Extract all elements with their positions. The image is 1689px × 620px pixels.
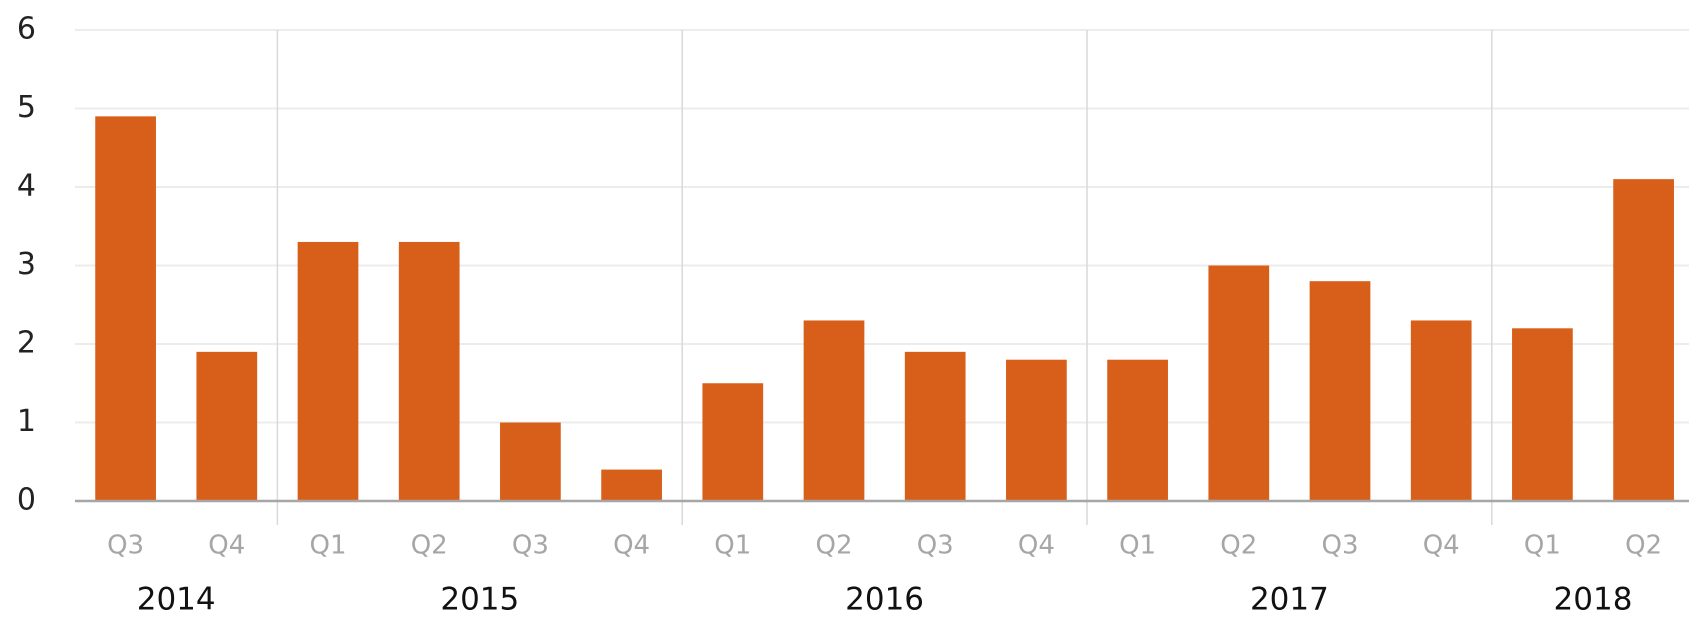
bar (95, 116, 156, 501)
y-tick-label: 5 (17, 90, 36, 125)
x-tick-label: Q1 (714, 531, 751, 561)
bar (803, 320, 865, 501)
bar (398, 241, 460, 501)
x-tick-label: Q1 (1119, 531, 1156, 561)
bar (904, 351, 966, 501)
x-tick-label: Q2 (1220, 531, 1257, 561)
x-tick-label: Q1 (1524, 531, 1561, 561)
year-label: 2018 (1554, 582, 1633, 618)
x-tick-label: Q4 (1423, 531, 1460, 561)
bar (702, 383, 764, 501)
year-label: 2014 (137, 582, 216, 618)
bar (601, 469, 662, 501)
y-tick-label: 3 (17, 247, 36, 282)
bar (1006, 359, 1067, 501)
y-tick-label: 0 (17, 483, 36, 518)
year-label: 2016 (845, 582, 924, 618)
bar (1309, 281, 1371, 501)
x-tick-label: Q3 (107, 531, 144, 561)
y-tick-label: 4 (17, 169, 36, 204)
bar (1410, 320, 1472, 501)
x-tick-label: Q2 (411, 531, 448, 561)
bar (297, 241, 359, 501)
bar (500, 422, 561, 501)
x-tick-label: Q4 (208, 531, 245, 561)
bar (1613, 179, 1674, 501)
y-tick-label: 6 (17, 12, 36, 47)
year-label: 2017 (1250, 582, 1329, 618)
bar (1208, 265, 1270, 501)
x-tick-label: Q2 (815, 531, 852, 561)
y-tick-label: 1 (17, 404, 36, 439)
bar (1107, 359, 1168, 501)
x-tick-label: Q3 (512, 531, 549, 561)
x-tick-label: Q1 (309, 531, 346, 561)
x-tick-label: Q4 (1018, 531, 1055, 561)
bar (1512, 328, 1573, 501)
x-tick-label: Q4 (613, 531, 650, 561)
year-label: 2015 (440, 582, 519, 618)
x-tick-label: Q3 (1321, 531, 1358, 561)
bar (196, 351, 258, 501)
x-tick-label: Q3 (917, 531, 954, 561)
x-tick-label: Q2 (1625, 531, 1662, 561)
y-tick-label: 2 (17, 326, 36, 361)
